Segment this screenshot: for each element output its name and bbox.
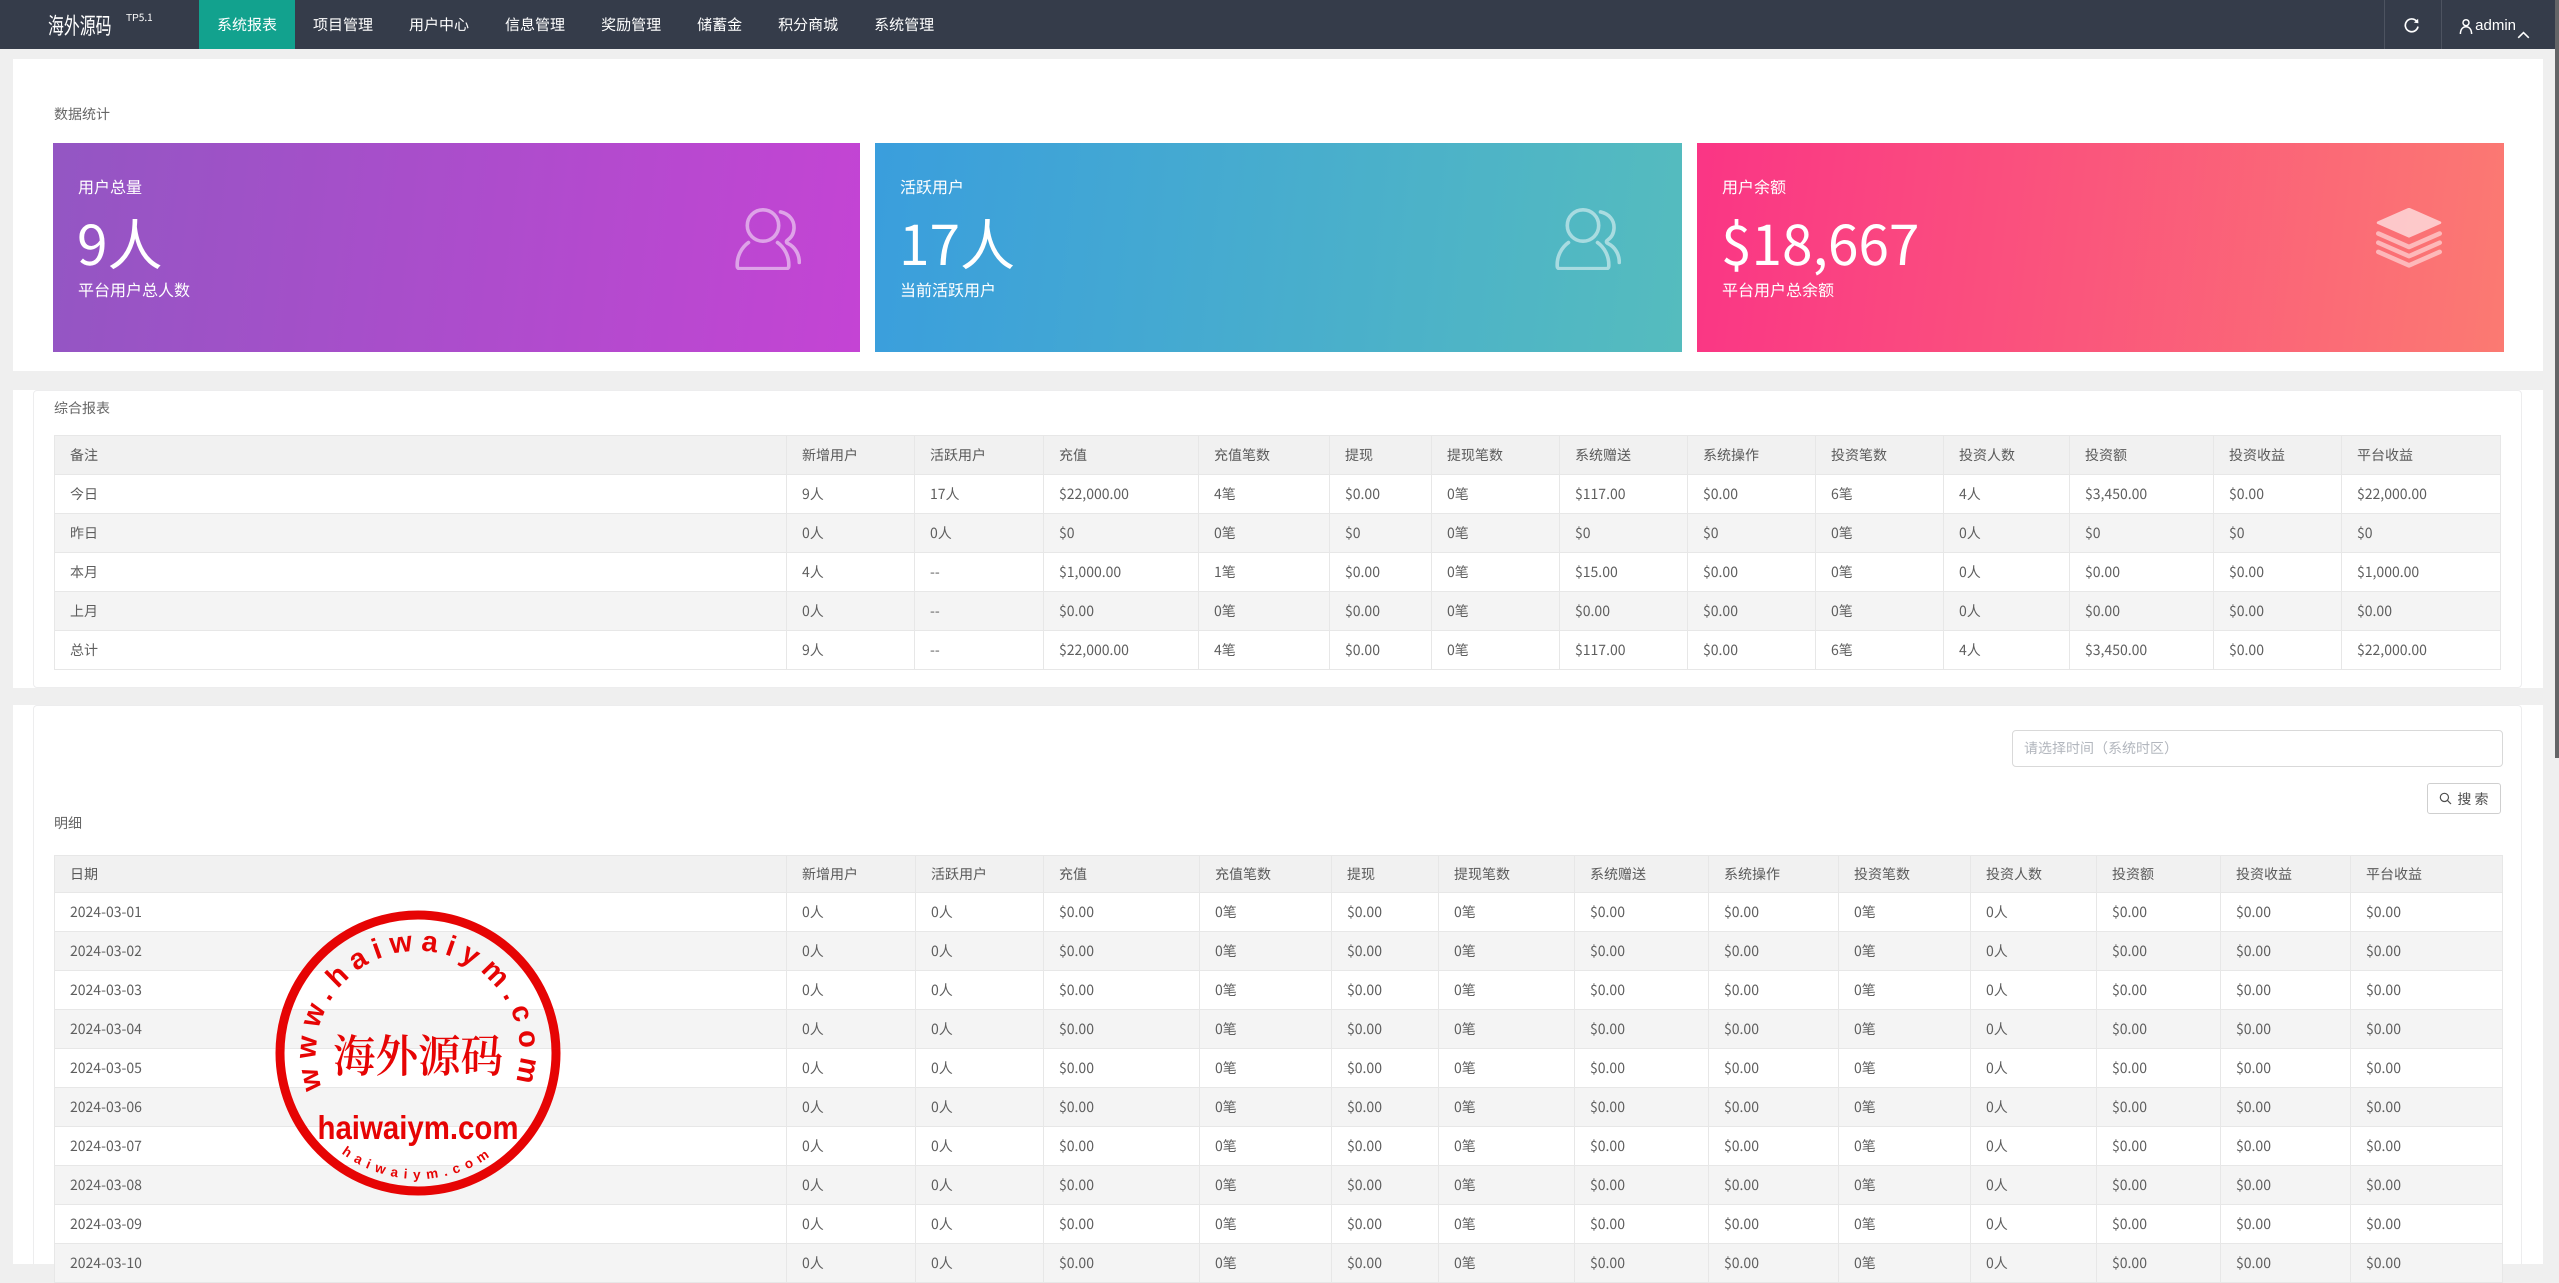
svg-text:haiwaiym.com: haiwaiym.com [318, 1109, 519, 1146]
svg-text:海外源码: 海外源码 [333, 1020, 503, 1085]
